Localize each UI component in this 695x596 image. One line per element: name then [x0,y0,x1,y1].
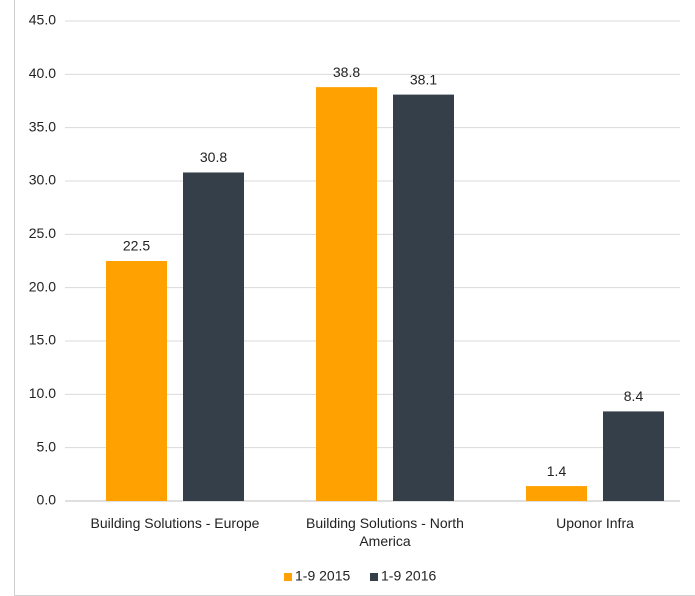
x-tick-label: Building Solutions - Europe [90,515,260,531]
y-tick-label: 20.0 [29,278,56,294]
y-tick-label: 25.0 [29,225,56,241]
y-tick-label: 15.0 [29,332,56,348]
data-label: 8.4 [624,388,644,404]
data-label: 30.8 [200,149,227,165]
data-label: 1.4 [547,463,567,479]
y-tick-label: 40.0 [29,65,56,81]
y-tick-label: 35.0 [29,118,56,134]
y-tick-label: 5.0 [37,438,57,454]
y-tick-label: 0.0 [37,492,57,508]
bar [393,94,454,501]
bar [106,261,167,501]
legend-swatch [284,573,292,581]
y-tick-label: 45.0 [29,12,56,28]
data-label: 38.1 [410,71,437,87]
legend-swatch [370,573,378,581]
y-tick-label: 10.0 [29,385,56,401]
bar [603,411,664,501]
bar [316,87,377,501]
bar [526,486,587,501]
data-label: 38.8 [333,64,360,80]
bar [183,172,244,501]
data-label: 22.5 [123,238,150,254]
x-tick-label: Building Solutions - North America [306,515,464,549]
legend-label: 1-9 2016 [381,568,436,584]
legend-label: 1-9 2015 [295,568,350,584]
x-tick-label: Uponor Infra [556,515,634,531]
y-tick-label: 30.0 [29,172,56,188]
